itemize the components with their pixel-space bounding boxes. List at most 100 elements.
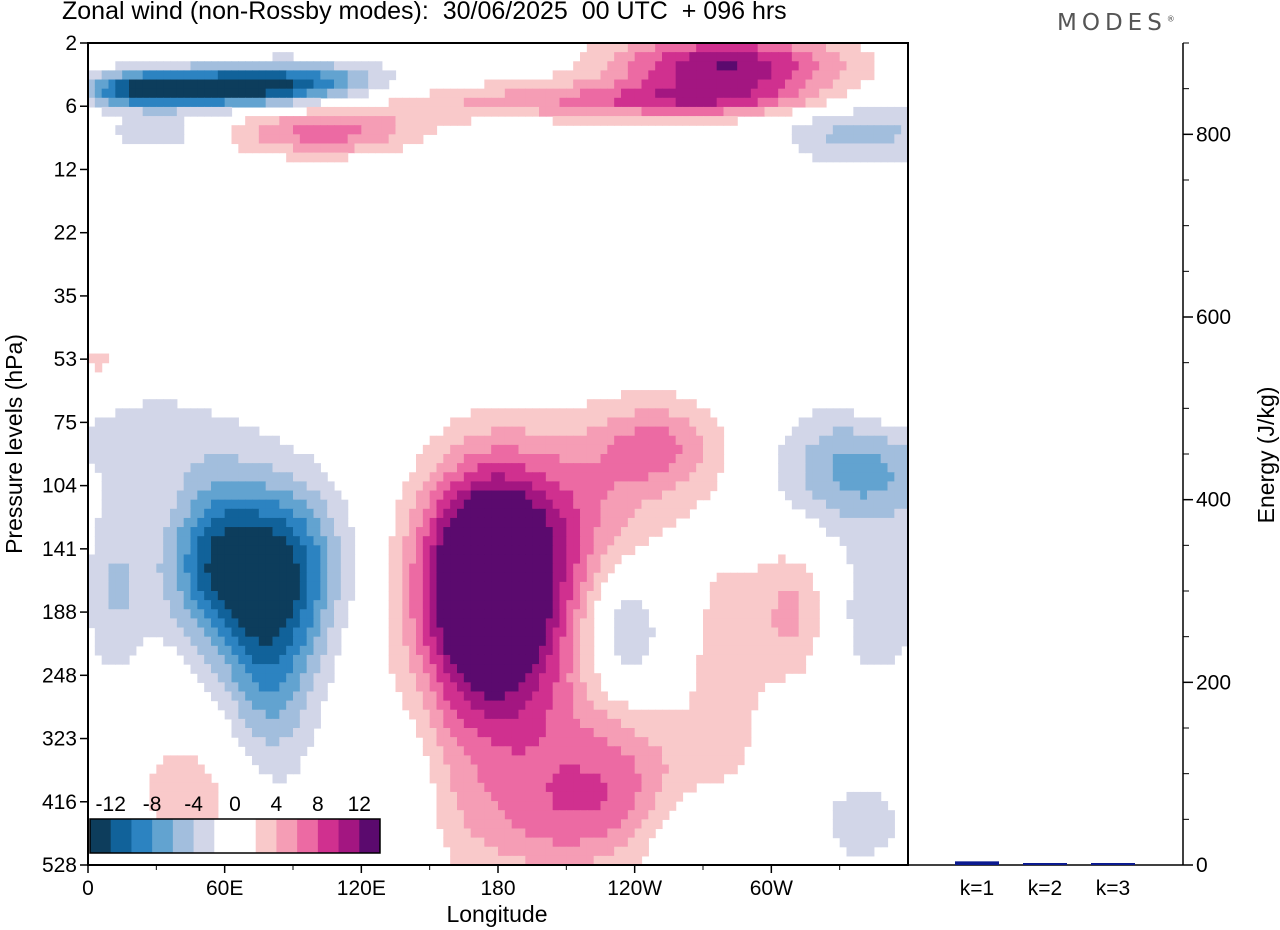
- heatmap-cell: [873, 454, 882, 464]
- heatmap-cell: [607, 773, 615, 784]
- heatmap-cell: [135, 600, 144, 610]
- heatmap-cell: [306, 737, 315, 747]
- heatmap-cell: [463, 106, 472, 117]
- heatmap-cell: [231, 536, 239, 546]
- heatmap-cell: [409, 673, 417, 683]
- heatmap-cell: [846, 463, 854, 473]
- heatmap-cell: [641, 435, 649, 446]
- heatmap-cell: [409, 472, 417, 482]
- heatmap-cell: [764, 654, 772, 665]
- heatmap-cell: [853, 426, 861, 437]
- heatmap-cell: [744, 70, 752, 81]
- heatmap-cell: [696, 435, 704, 446]
- heatmap-cell: [826, 43, 834, 53]
- heatmap-cell: [272, 718, 280, 729]
- heatmap-cell: [101, 472, 110, 482]
- heatmap-cell: [744, 609, 752, 619]
- heatmap-cell: [545, 426, 554, 437]
- heatmap-cell: [901, 116, 909, 126]
- heatmap-cell: [655, 61, 663, 71]
- heatmap-cell: [675, 764, 684, 775]
- heatmap-cell: [634, 791, 643, 802]
- heatmap-cell: [675, 499, 684, 510]
- heatmap-cell: [832, 444, 841, 455]
- heatmap-cell: [470, 417, 479, 428]
- heatmap-cell: [887, 463, 895, 473]
- heatmap-cell: [170, 70, 178, 81]
- heatmap-cell: [368, 61, 376, 71]
- heatmap-cell: [716, 682, 725, 693]
- heatmap-cell: [880, 581, 889, 592]
- heatmap-cell: [901, 106, 909, 117]
- heatmap-cell: [545, 654, 554, 665]
- heatmap-cell: [245, 435, 253, 446]
- heatmap-cell: [443, 764, 451, 775]
- heatmap-cell: [634, 490, 643, 501]
- heatmap-cell: [354, 79, 362, 90]
- heatmap-cell: [716, 70, 725, 81]
- heatmap-cell: [552, 755, 561, 766]
- heatmap-cell: [532, 618, 540, 629]
- heatmap-cell: [586, 463, 595, 473]
- heatmap-cell: [416, 97, 424, 108]
- heatmap-cell: [197, 664, 205, 674]
- heatmap-cell: [115, 618, 123, 629]
- heatmap-cell: [88, 97, 96, 108]
- heatmap-cell: [648, 801, 656, 811]
- heatmap-cell: [757, 563, 766, 574]
- heatmap-cell: [901, 581, 909, 592]
- heatmap-cell: [648, 463, 656, 473]
- heatmap-cell: [457, 554, 465, 565]
- heatmap-cell: [340, 88, 349, 99]
- heatmap-cell: [839, 463, 848, 473]
- heatmap-cell: [586, 846, 595, 857]
- heatmap-cell: [313, 527, 321, 537]
- heatmap-cell: [429, 499, 438, 510]
- heatmap-cell: [682, 481, 690, 492]
- heatmap-cell: [163, 791, 171, 802]
- heatmap-cell: [293, 746, 301, 756]
- heatmap-cell: [648, 709, 656, 720]
- heatmap-cell: [873, 554, 882, 565]
- heatmap-cell: [258, 444, 267, 455]
- heatmap-cell: [901, 536, 909, 546]
- heatmap-cell: [450, 572, 458, 583]
- heatmap-cell: [566, 855, 574, 866]
- heatmap-cell: [272, 764, 280, 775]
- heatmap-cell: [238, 554, 246, 565]
- heatmap-cell: [887, 508, 895, 519]
- heatmap-cell: [484, 645, 492, 656]
- heatmap-cell: [443, 645, 451, 656]
- heatmap-cell: [340, 134, 349, 145]
- heatmap-cell: [429, 463, 438, 473]
- heatmap-cell: [901, 591, 909, 601]
- heatmap-cell: [245, 116, 253, 126]
- heatmap-cell: [457, 737, 465, 747]
- heatmap-cell: [327, 609, 335, 619]
- heatmap-cell: [586, 545, 595, 556]
- heatmap-cell: [258, 97, 267, 108]
- heatmap-cell: [832, 490, 841, 501]
- heatmap-cell: [293, 79, 301, 90]
- heatmap-cell: [675, 97, 684, 108]
- heatmap-cell: [491, 746, 499, 756]
- heatmap-cell: [504, 773, 513, 784]
- heatmap-cell: [580, 563, 588, 574]
- heatmap-cell: [867, 636, 875, 647]
- heatmap-cell: [860, 125, 868, 135]
- heatmap-cell: [511, 709, 520, 720]
- heatmap-cell: [286, 718, 294, 729]
- heatmap-cell: [265, 664, 274, 674]
- heatmap-cell: [791, 591, 800, 601]
- heatmap-cell: [88, 435, 96, 446]
- heatmap-cell: [463, 618, 472, 629]
- heatmap-cell: [504, 791, 513, 802]
- heatmap-cell: [545, 572, 554, 583]
- heatmap-cell: [477, 426, 485, 437]
- heatmap-cell: [211, 691, 219, 702]
- heatmap-cell: [504, 536, 513, 546]
- heatmap-cell: [224, 572, 233, 583]
- heatmap-cell: [750, 79, 759, 90]
- heatmap-cell: [539, 819, 547, 830]
- heatmap-cell: [580, 791, 588, 802]
